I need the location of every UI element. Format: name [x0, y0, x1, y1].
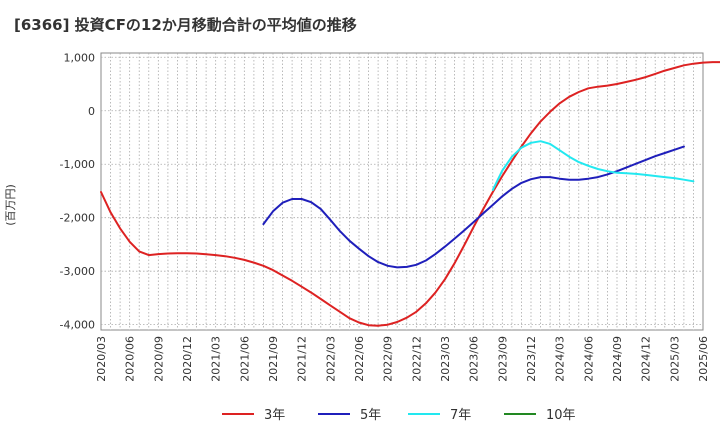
grid-layer: [100, 52, 704, 331]
x-tick-label: 2024/12: [640, 336, 653, 382]
x-tick-label: 2025/06: [697, 336, 710, 382]
legend: 3年 5年 7年 10年: [222, 408, 576, 423]
y-tick-label: -1,000: [60, 158, 95, 171]
legend-item: 10年: [504, 408, 576, 423]
y-tick-label: 1,000: [64, 51, 96, 64]
series-line-7年: [491, 140, 695, 191]
legend-label: 10年: [546, 408, 576, 423]
y-tick-label: 0: [88, 105, 95, 118]
x-tick-label: 2023/03: [439, 336, 452, 382]
legend-label: 5年: [360, 408, 381, 423]
x-tick-label: 2022/12: [410, 336, 423, 382]
legend-label: 7年: [450, 408, 471, 423]
x-tick-label: 2020/12: [181, 336, 194, 382]
series-layer: [100, 61, 720, 327]
chart-title: [6366] 投資CFの12か月移動合計の平均値の推移: [14, 16, 357, 34]
y-tick-label: -4,000: [60, 319, 95, 332]
x-tick-label: 2021/03: [210, 336, 223, 382]
x-tick-label: 2024/03: [554, 336, 567, 382]
legend-item: 5年: [318, 408, 381, 423]
y-axis-label: (百万円): [4, 184, 17, 226]
x-tick-label: 2022/06: [353, 336, 366, 382]
x-tick-label: 2021/06: [238, 336, 251, 382]
x-tick-label: 2023/09: [496, 336, 509, 382]
x-tick-label: 2025/03: [668, 336, 681, 382]
x-tick-label: 2022/09: [382, 336, 395, 382]
x-tick-label: 2021/09: [267, 336, 280, 382]
plot-area: [100, 52, 704, 331]
legend-label: 3年: [264, 408, 285, 423]
x-tick-label: 2020/03: [95, 336, 108, 382]
x-tick-label: 2023/12: [525, 336, 538, 382]
x-tick-label: 2021/12: [296, 336, 309, 382]
x-tick-label: 2020/06: [124, 336, 137, 382]
y-tick-label: -2,000: [60, 212, 95, 225]
x-tick-label: 2020/09: [152, 336, 165, 382]
x-tick-label: 2022/03: [324, 336, 337, 382]
x-tick-label: 2023/06: [468, 336, 481, 382]
y-tick-label: -3,000: [60, 265, 95, 278]
series-line-3年: [100, 61, 720, 327]
x-tick-label: 2024/06: [582, 336, 595, 382]
legend-item: 3年: [222, 408, 285, 423]
x-tick-label: 2024/09: [611, 336, 624, 382]
legend-item: 7年: [408, 408, 471, 423]
